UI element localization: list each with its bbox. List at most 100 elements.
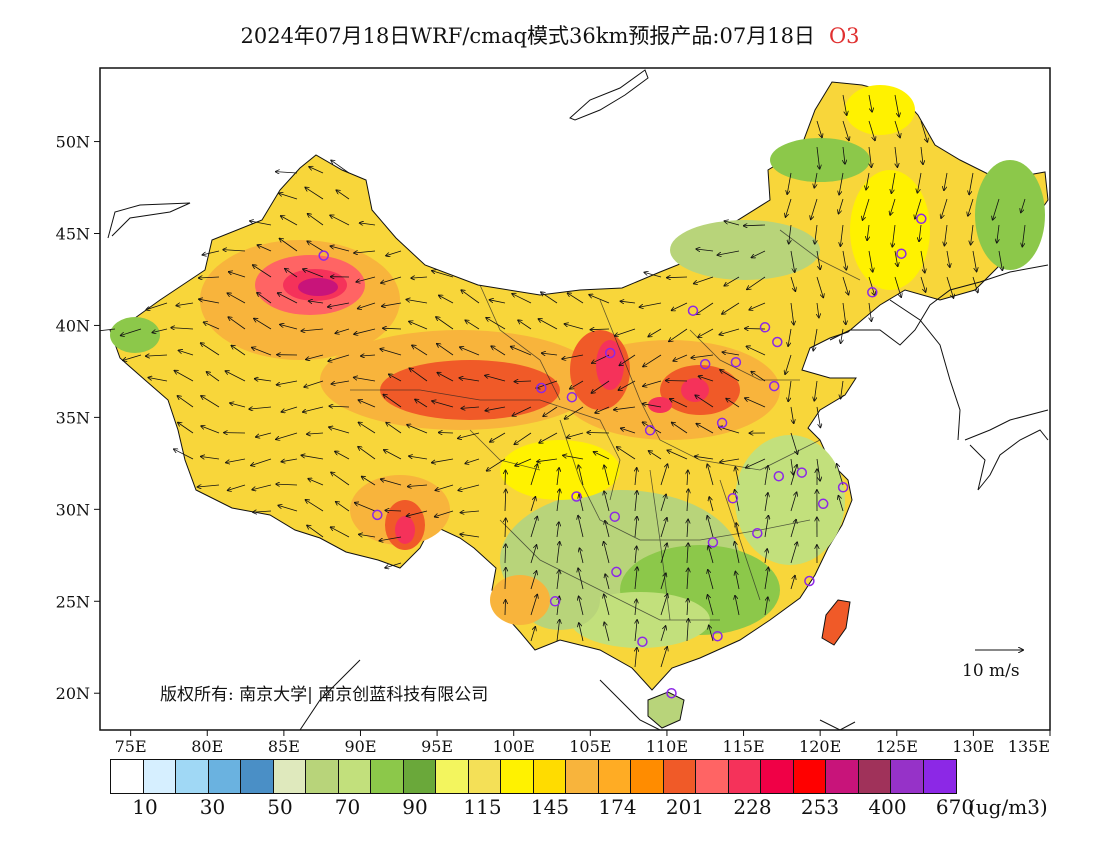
- legend-label: 90: [402, 795, 428, 819]
- lat-tick-label: 20N: [56, 684, 90, 703]
- wind-arrow: [699, 376, 714, 382]
- city-station-marker: [817, 498, 829, 510]
- city-station-marker: [773, 470, 785, 482]
- wind-arrow: [747, 276, 766, 289]
- wind-arrow: [764, 493, 768, 512]
- wind-arrow: [359, 534, 376, 537]
- wind-arrow: [594, 452, 610, 460]
- wind-arrow: [842, 94, 847, 115]
- wind-arrow: [752, 250, 766, 258]
- legend-label: 253: [800, 795, 840, 819]
- wind-arrow: [407, 425, 428, 434]
- city-station-marker: [699, 358, 711, 370]
- legend-label: 10: [132, 795, 158, 819]
- wind-arrow: [461, 511, 480, 513]
- wind-arrow: [946, 276, 954, 298]
- wind-arrow: [920, 120, 927, 142]
- wind-arrow: [252, 348, 272, 356]
- wind-arrow: [788, 380, 792, 401]
- city-station-marker: [837, 482, 849, 493]
- wind-arrow: [815, 224, 817, 244]
- legend-color-box: [468, 760, 501, 793]
- wind-arrow: [751, 372, 766, 382]
- wind-arrow: [303, 269, 324, 278]
- wind-arrow: [591, 380, 610, 393]
- wind-arrow: [589, 295, 610, 304]
- wind-arrow: [253, 265, 272, 278]
- wind-arrow: [148, 378, 168, 382]
- wind-arrow: [919, 224, 921, 241]
- wind-arrow: [231, 346, 246, 356]
- wind-arrow: [790, 542, 797, 564]
- wind-arrow: [530, 595, 537, 616]
- wind-arrow: [696, 302, 714, 314]
- legend-label: 201: [665, 795, 705, 819]
- title-text: 2024年07月18日WRF/cmaq模式36km预报产品:07月18日: [240, 24, 815, 48]
- wind-arrow: [225, 371, 246, 382]
- wind-arrow: [409, 456, 428, 460]
- wind-arrow: [123, 354, 142, 360]
- wind-arrow: [385, 510, 402, 511]
- wind-arrow: [813, 328, 818, 351]
- wind-arrow: [660, 647, 667, 668]
- wind-arrow: [790, 465, 797, 486]
- legend-color-box: [566, 760, 599, 793]
- wind-arrow: [204, 322, 220, 330]
- copyright-text: 版权所有: 南京大学| 南京创蓝科技有限公司: [160, 685, 489, 705]
- wind-arrow: [201, 426, 220, 434]
- city-station-marker: [609, 511, 621, 522]
- wind-arrow: [707, 464, 714, 486]
- wind-arrow: [305, 187, 324, 200]
- wind-arrow: [461, 290, 480, 304]
- wind-arrow: [568, 293, 584, 304]
- wind-arrow: [635, 567, 637, 590]
- wind-arrow: [868, 250, 873, 272]
- legend-label: 115: [463, 795, 502, 819]
- legend-color-box: [208, 760, 241, 793]
- lat-tick-label: 45N: [56, 225, 90, 244]
- wind-arrow: [843, 146, 845, 164]
- lon-tick-label: 95E: [421, 737, 453, 756]
- wind-arrow: [228, 484, 246, 490]
- wind-arrow: [635, 648, 637, 668]
- wind-arrow: [389, 374, 402, 382]
- wind-arrow: [744, 225, 766, 226]
- wind-arrow: [415, 399, 428, 408]
- wind-arrow: [687, 489, 688, 512]
- wind-arrow: [649, 451, 662, 460]
- wind-arrow: [764, 597, 768, 616]
- wind-arrow: [201, 457, 220, 460]
- wind-arrow: [307, 525, 324, 538]
- legend-color-box: [826, 760, 859, 793]
- wind-arrow: [530, 497, 535, 512]
- wind-arrow: [486, 318, 506, 330]
- wind-arrow: [698, 328, 714, 337]
- legend-color-box: [858, 760, 891, 793]
- legend-color-box: [696, 760, 729, 793]
- city-station-marker: [611, 566, 622, 578]
- wind-arrow: [518, 320, 532, 330]
- wind-arrow: [251, 458, 272, 466]
- wind-arrow: [708, 546, 714, 564]
- wind-arrow: [816, 250, 820, 269]
- wind-arrow: [867, 224, 869, 240]
- wind-arrow: [735, 596, 740, 616]
- wind-arrow: [840, 224, 844, 246]
- wind-arrow: [358, 400, 376, 408]
- wind-arrow: [281, 216, 298, 226]
- legend-label: 145: [530, 795, 570, 819]
- wind-arrow: [696, 249, 714, 251]
- city-station-marker: [796, 467, 808, 478]
- wind-arrow: [660, 626, 666, 642]
- wind-arrow: [556, 620, 560, 642]
- wind-arrow: [617, 447, 636, 460]
- city-station-marker: [867, 287, 878, 298]
- wind-arrow: [816, 406, 820, 428]
- wind-arrow: [895, 146, 897, 167]
- wind-arrow: [556, 489, 560, 512]
- legend-color-box: [176, 760, 209, 793]
- wind-arrow: [687, 568, 688, 590]
- lon-tick-label: 135E: [1008, 737, 1050, 756]
- wind-arrow: [660, 573, 666, 590]
- wind-arrow: [842, 120, 849, 140]
